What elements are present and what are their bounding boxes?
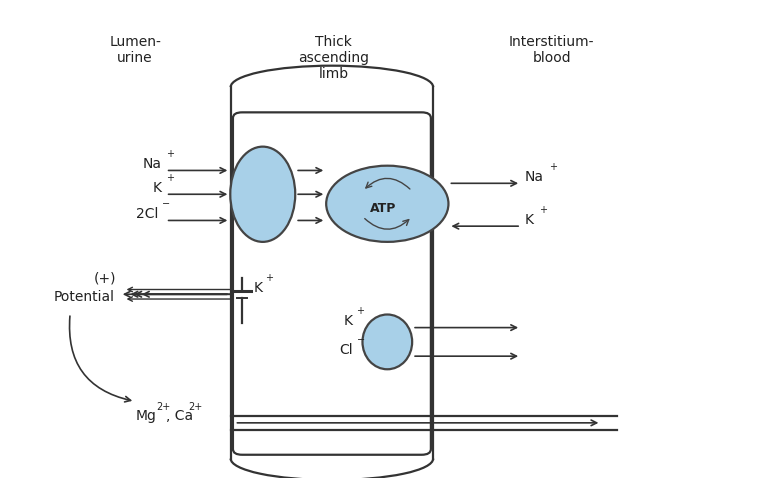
Text: , Ca: , Ca bbox=[166, 410, 193, 423]
Text: Na: Na bbox=[525, 170, 544, 184]
Text: +: + bbox=[549, 162, 558, 172]
Text: 2+: 2+ bbox=[156, 401, 171, 411]
Text: Interstitium-
blood: Interstitium- blood bbox=[509, 34, 594, 65]
Text: Na: Na bbox=[143, 157, 162, 171]
Text: K: K bbox=[344, 314, 353, 328]
Text: Potential: Potential bbox=[54, 290, 114, 305]
Text: K: K bbox=[254, 281, 262, 295]
Text: +: + bbox=[538, 205, 547, 215]
Text: +: + bbox=[356, 306, 364, 316]
Text: −: − bbox=[162, 199, 170, 209]
Text: 2+: 2+ bbox=[188, 401, 202, 411]
Text: K: K bbox=[153, 181, 162, 195]
Text: ATP: ATP bbox=[370, 202, 397, 215]
Circle shape bbox=[326, 166, 449, 242]
Text: +: + bbox=[166, 173, 173, 183]
FancyArrowPatch shape bbox=[70, 316, 130, 402]
Text: Cl: Cl bbox=[339, 343, 353, 357]
Text: (+): (+) bbox=[94, 272, 116, 285]
Text: +: + bbox=[265, 273, 273, 283]
Text: Thick
ascending
limb: Thick ascending limb bbox=[298, 34, 370, 81]
Text: 2Cl: 2Cl bbox=[136, 207, 158, 221]
Text: Mg: Mg bbox=[135, 410, 156, 423]
Text: +: + bbox=[166, 149, 173, 159]
Text: K: K bbox=[525, 213, 534, 227]
Ellipse shape bbox=[230, 147, 295, 242]
Text: −: − bbox=[357, 335, 365, 345]
Ellipse shape bbox=[363, 315, 412, 369]
Text: Lumen-
urine: Lumen- urine bbox=[109, 34, 161, 65]
